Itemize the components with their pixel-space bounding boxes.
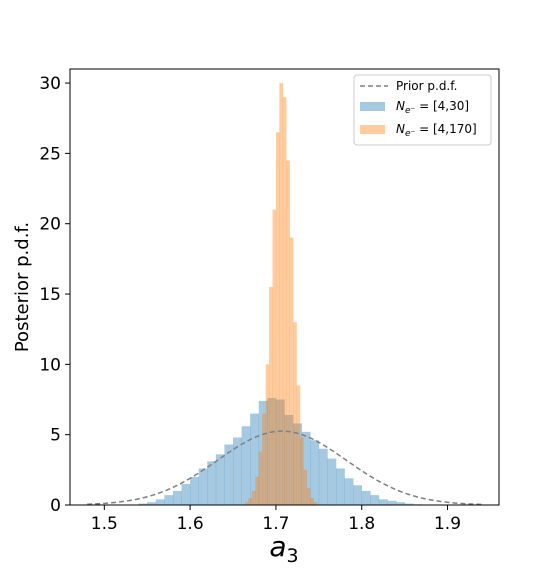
y-axis: 0 5 10 15 20 25 30: [39, 74, 70, 516]
histogram-bar: [251, 490, 256, 505]
histogram-bar: [275, 399, 285, 505]
x-tick-label: 1.7: [262, 514, 289, 534]
histogram-bar: [282, 97, 287, 505]
histogram-bar: [279, 83, 284, 505]
y-axis-label: Posterior p.d.f.: [12, 222, 33, 352]
histogram-bar: [286, 160, 290, 506]
histogram-bar: [172, 490, 182, 505]
histogram-bar: [164, 495, 174, 505]
histogram-bar: [327, 458, 337, 505]
x-axis-label: a3: [269, 530, 298, 567]
histogram-bar: [207, 461, 217, 505]
prior-line: [87, 430, 482, 506]
histogram-bar: [404, 503, 414, 505]
x-axis: 1.5 1.6 1.7 1.8 1.9: [91, 505, 461, 534]
x-tick-label: 1.9: [434, 514, 461, 534]
histogram-bar: [353, 485, 363, 505]
histogram-bar: [318, 448, 328, 505]
plot-frame: [69, 68, 500, 506]
histogram-bar: [284, 414, 294, 505]
legend-label-orange: Ne⁻ = [4,170]: [396, 122, 477, 139]
histogram-bar: [215, 454, 225, 505]
histogram-bar: [262, 413, 266, 505]
y-tick-label: 5: [50, 426, 61, 446]
histogram-bar: [335, 468, 345, 505]
histogram-bar: [310, 440, 320, 505]
series-0-bars: [138, 398, 423, 505]
histogram-bar: [313, 502, 318, 505]
histogram-bar: [303, 469, 308, 505]
legend-label-blue: Ne⁻ = [4,30]: [396, 99, 469, 116]
y-tick-label: 10: [39, 355, 61, 375]
histogram-bar: [241, 426, 251, 505]
histogram-bar: [269, 287, 273, 505]
histogram-bar: [265, 364, 270, 505]
histogram-bar: [301, 431, 311, 505]
histogram-bar: [255, 476, 260, 505]
histogram-bar: [258, 451, 263, 505]
histogram-bar: [181, 483, 191, 505]
histogram-bar: [289, 237, 294, 505]
x-tick-label: 1.6: [177, 514, 204, 534]
x-tick-label: 1.5: [91, 514, 118, 534]
histogram-bar: [344, 478, 354, 505]
histogram-bar: [138, 503, 148, 505]
histogram-bar: [361, 490, 371, 505]
legend-swatch-orange: [360, 125, 385, 134]
histogram-bar: [272, 209, 277, 505]
histogram-bar: [296, 385, 301, 505]
legend: Prior p.d.f. Ne⁻ = [4,30] Ne⁻ = [4,170]: [353, 74, 492, 146]
histogram-bar: [396, 502, 405, 505]
legend-swatch-blue: [360, 102, 385, 111]
y-tick-label: 30: [39, 74, 61, 94]
y-tick-label: 15: [39, 285, 61, 305]
histogram-bar: [147, 502, 157, 505]
histogram-bar: [190, 476, 199, 505]
y-tick-label: 0: [50, 496, 61, 516]
histogram-bar: [248, 497, 253, 505]
x-tick-label: 1.8: [348, 514, 375, 534]
histogram-bar: [293, 423, 302, 505]
histogram-bar: [267, 398, 277, 505]
histogram-bar: [370, 495, 380, 505]
histogram-bar: [258, 400, 268, 505]
histogram-bar: [198, 468, 208, 505]
legend-frame: [353, 74, 492, 146]
y-tick-label: 25: [39, 144, 61, 164]
series-1-bars: [245, 83, 318, 506]
histogram-bar: [224, 444, 234, 505]
histogram-bar: [155, 499, 165, 505]
histogram-bar: [299, 437, 304, 505]
histogram-bar: [378, 499, 388, 505]
histogram-bar: [310, 497, 314, 505]
y-tick-label: 20: [39, 215, 61, 235]
histogram-bar: [275, 132, 280, 506]
histogram-bar: [306, 488, 311, 505]
plot-area: [87, 83, 482, 506]
histogram-bar: [245, 502, 249, 505]
histogram-bar: [387, 500, 397, 505]
histogram-bar: [250, 413, 260, 505]
histogram-bar: [293, 322, 297, 505]
histogram-bar: [233, 437, 242, 505]
legend-label-prior: Prior p.d.f.: [396, 79, 457, 93]
